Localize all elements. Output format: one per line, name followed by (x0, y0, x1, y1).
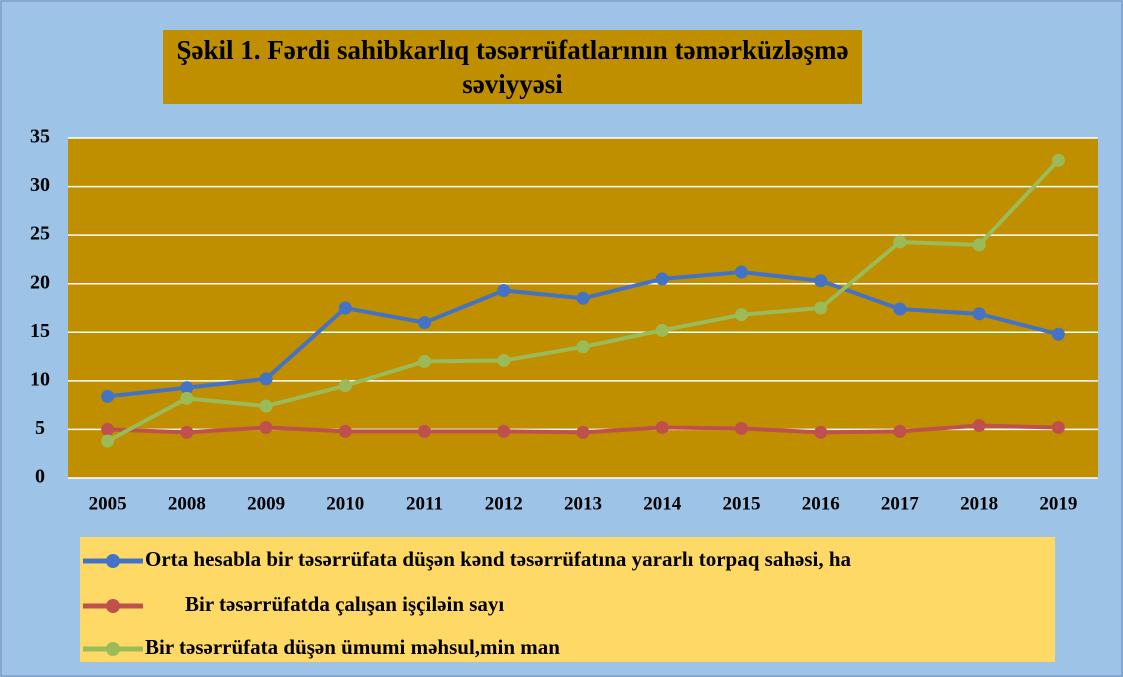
point (497, 284, 511, 298)
point (734, 308, 748, 322)
point (101, 389, 115, 403)
point (893, 235, 907, 249)
point (497, 353, 511, 367)
legend-label: Orta hesabla bir təsərrüfata düşən kənd … (145, 547, 852, 571)
point (497, 424, 511, 438)
point (972, 419, 986, 433)
chart-title: Şəkil 1. Fərdi sahibkarlıq təsərrüfatlar… (163, 30, 862, 104)
point (814, 301, 828, 315)
point (1051, 420, 1065, 434)
point (259, 372, 273, 386)
legend-label: Bir təsərrüfata düşən ümumi məhsul,min m… (145, 635, 560, 659)
point (259, 420, 273, 434)
point (101, 434, 115, 448)
x-tick-label: 2013 (564, 493, 602, 514)
y-tick-label: 0 (35, 466, 45, 488)
point (655, 323, 669, 337)
x-tick-label: 2009 (247, 493, 285, 514)
legend-swatch-marker (106, 599, 120, 613)
y-tick-label: 30 (30, 174, 50, 196)
y-tick-label: 5 (35, 417, 45, 439)
x-tick-label: 2019 (1039, 493, 1077, 514)
x-tick-label: 2017 (881, 493, 920, 514)
x-tick-label: 2005 (89, 493, 127, 514)
point (655, 272, 669, 286)
point (180, 391, 194, 405)
point (1051, 327, 1065, 341)
point (734, 421, 748, 435)
point (418, 316, 432, 330)
y-tick-label: 10 (30, 368, 50, 390)
y-tick-label: 20 (30, 271, 50, 293)
x-tick-label: 2015 (722, 493, 760, 514)
x-tick-label: 2014 (643, 493, 682, 514)
y-tick-label: 35 (30, 126, 50, 148)
y-tick-label: 25 (30, 223, 50, 245)
point (576, 291, 590, 305)
point (101, 422, 115, 436)
y-tick-label: 15 (30, 320, 50, 342)
x-tick-label: 2010 (326, 493, 364, 514)
point (338, 424, 352, 438)
point (655, 420, 669, 434)
point (180, 381, 194, 395)
point (338, 301, 352, 315)
point (893, 424, 907, 438)
point (1051, 153, 1065, 167)
point (259, 399, 273, 413)
point (180, 425, 194, 439)
legend-label: Bir təsərrüfatda çalışan işçiləin sayı (185, 592, 504, 616)
plot-area (68, 138, 1098, 478)
x-tick-label: 2018 (960, 493, 998, 514)
x-tick-label: 2011 (406, 493, 443, 514)
point (576, 340, 590, 354)
point (893, 302, 907, 316)
x-tick-label: 2008 (168, 493, 206, 514)
x-tick-label: 2016 (802, 493, 840, 514)
point (972, 238, 986, 252)
point (418, 354, 432, 368)
legend-box (80, 537, 1055, 662)
legend-swatch-marker (106, 554, 120, 568)
point (418, 424, 432, 438)
point (734, 265, 748, 279)
x-tick-label: 2012 (485, 493, 523, 514)
point (972, 307, 986, 321)
point (814, 274, 828, 288)
point (814, 425, 828, 439)
point (338, 379, 352, 393)
point (576, 425, 590, 439)
legend-swatch-marker (106, 642, 120, 656)
